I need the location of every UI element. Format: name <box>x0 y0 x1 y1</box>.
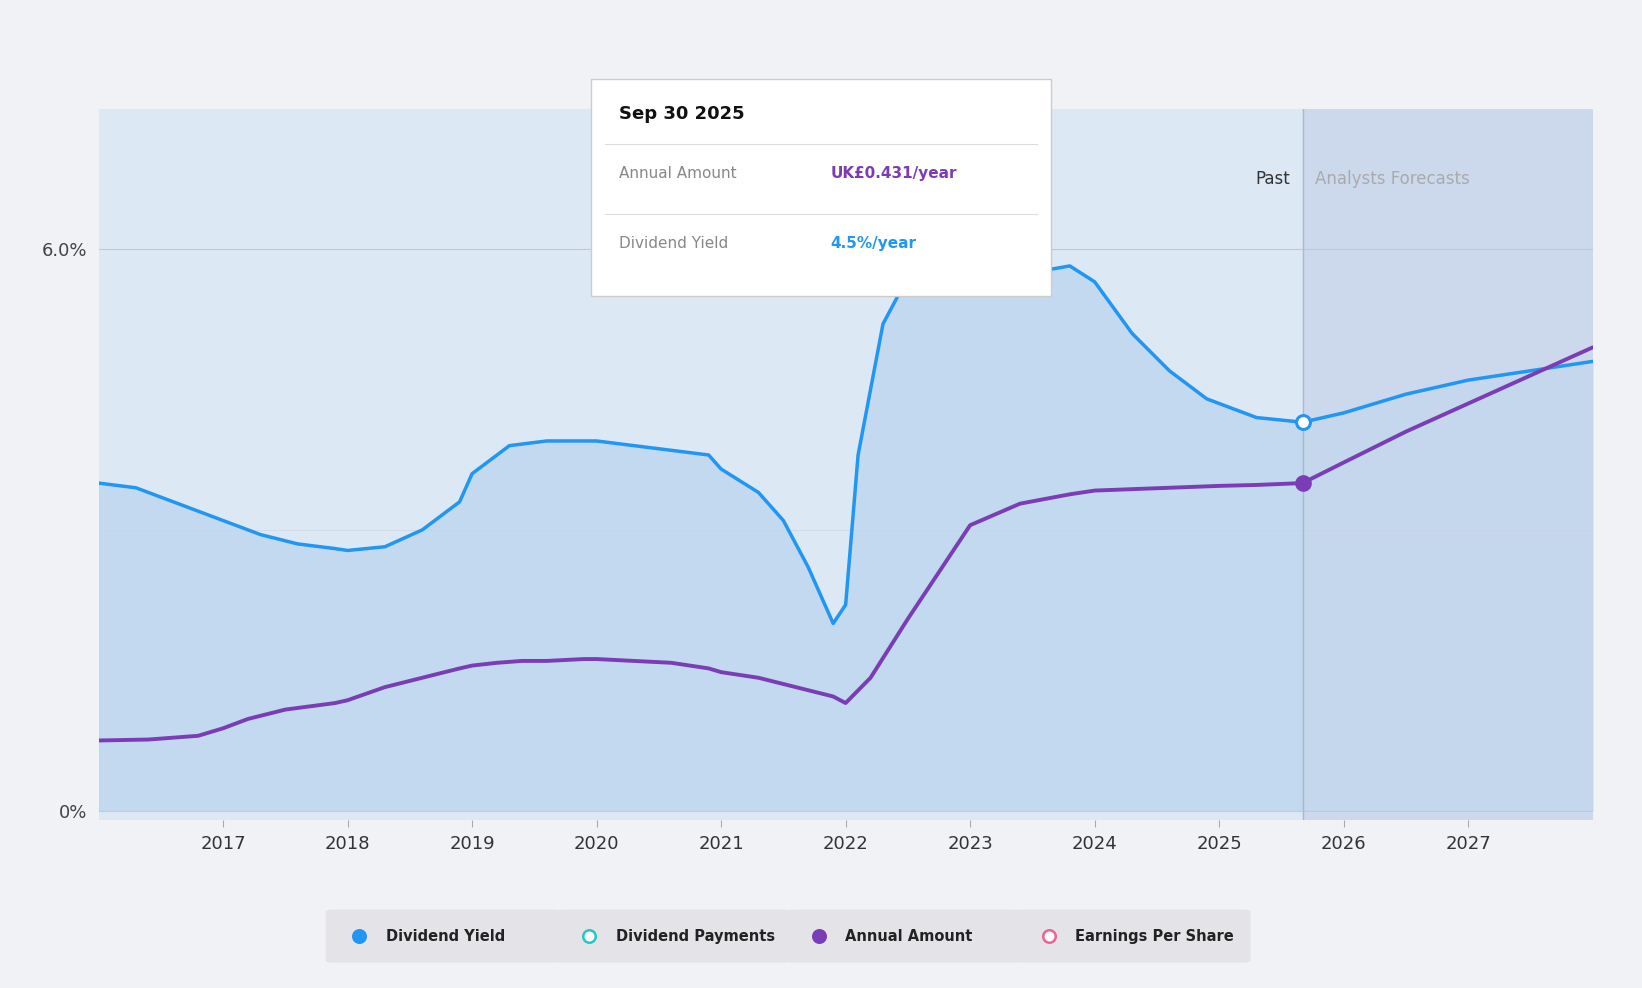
Text: Annual Amount: Annual Amount <box>846 929 972 944</box>
FancyBboxPatch shape <box>325 910 562 962</box>
Text: Dividend Yield: Dividend Yield <box>619 235 727 251</box>
FancyBboxPatch shape <box>785 910 1021 962</box>
Text: Dividend Payments: Dividend Payments <box>616 929 775 944</box>
Text: Earnings Per Share: Earnings Per Share <box>1076 929 1235 944</box>
Text: Sep 30 2025: Sep 30 2025 <box>619 105 744 124</box>
Text: Past: Past <box>1256 170 1291 188</box>
Bar <box>1302 109 1593 820</box>
Text: 4.5%/year: 4.5%/year <box>831 235 916 251</box>
Text: UK£0.431/year: UK£0.431/year <box>831 166 957 181</box>
Text: Annual Amount: Annual Amount <box>619 166 736 181</box>
FancyBboxPatch shape <box>1015 910 1251 962</box>
FancyBboxPatch shape <box>555 910 791 962</box>
Text: Analysts Forecasts: Analysts Forecasts <box>1315 170 1470 188</box>
Text: Dividend Yield: Dividend Yield <box>386 929 506 944</box>
FancyBboxPatch shape <box>591 79 1051 296</box>
